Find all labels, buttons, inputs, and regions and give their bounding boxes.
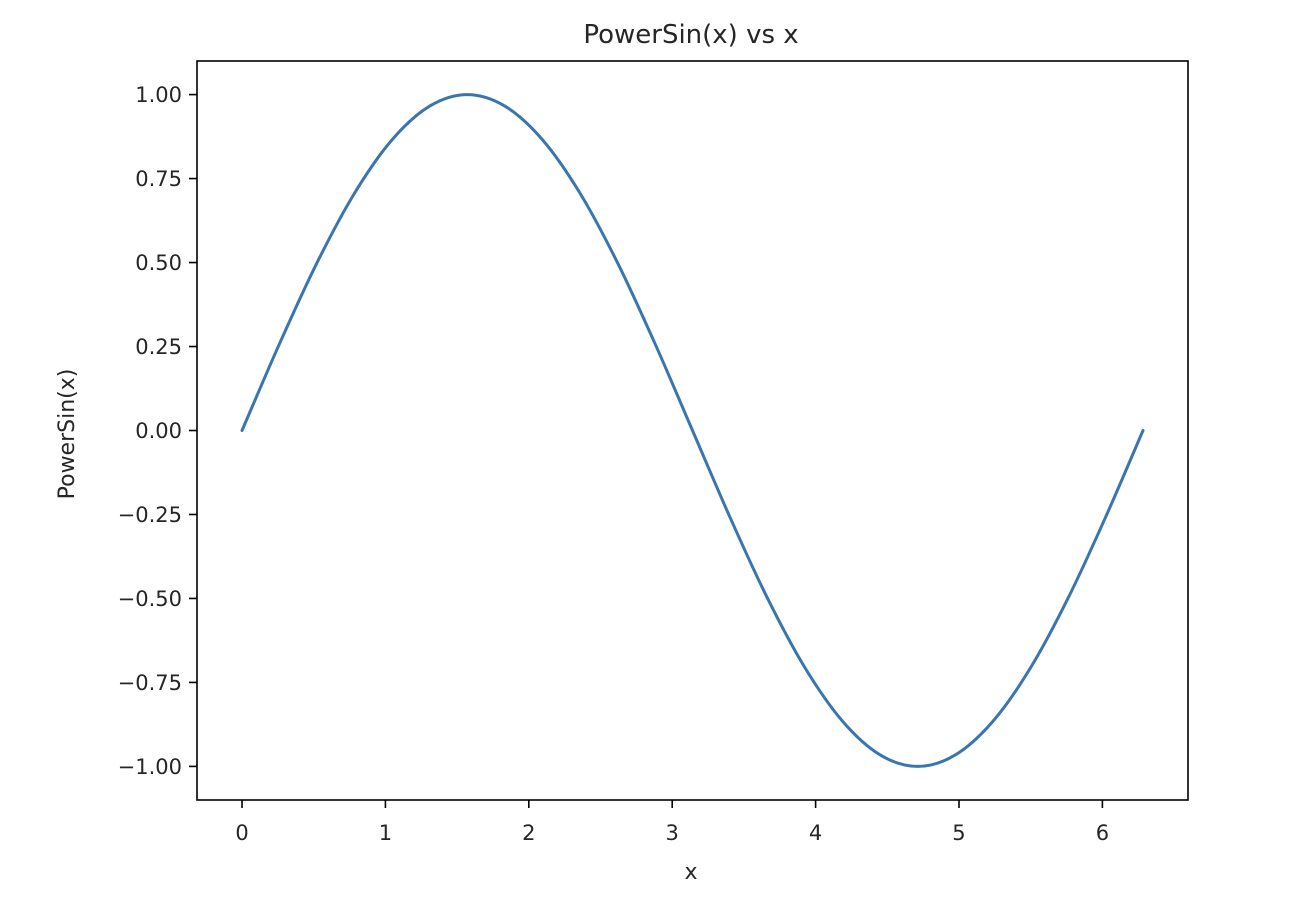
y-tick-label: −0.75	[118, 671, 182, 695]
y-tick-label: 0.25	[135, 335, 182, 359]
y-axis: 1.00 0.75 0.50 0.25 0.00 −0.25 −0.50 −0.75 −1.00	[118, 83, 197, 779]
series-layer	[240, 93, 1145, 768]
y-tick-label: 0.75	[135, 167, 182, 191]
y-axis-label: PowerSin(x)	[55, 369, 80, 500]
y-tick-label: −0.25	[118, 503, 182, 527]
x-tick-label: 4	[809, 821, 822, 845]
x-tick-label: 6	[1096, 821, 1109, 845]
x-axis-label: x	[684, 860, 697, 885]
y-tick-label: −0.50	[118, 587, 182, 611]
y-tick-label: −1.00	[118, 755, 182, 779]
x-tick-label: 5	[952, 821, 965, 845]
series-line	[240, 93, 1145, 768]
x-axis: 0 1 2 3 4 5 6	[235, 800, 1109, 845]
x-tick-label: 0	[235, 821, 248, 845]
y-tick-label: 1.00	[135, 83, 182, 107]
x-tick-label: 3	[666, 821, 679, 845]
y-tick-label: 0.50	[135, 251, 182, 275]
chart-title: PowerSin(x) vs x	[583, 20, 798, 50]
x-tick-label: 1	[379, 821, 392, 845]
y-tick-label: 0.00	[135, 419, 182, 443]
x-tick-label: 2	[522, 821, 535, 845]
